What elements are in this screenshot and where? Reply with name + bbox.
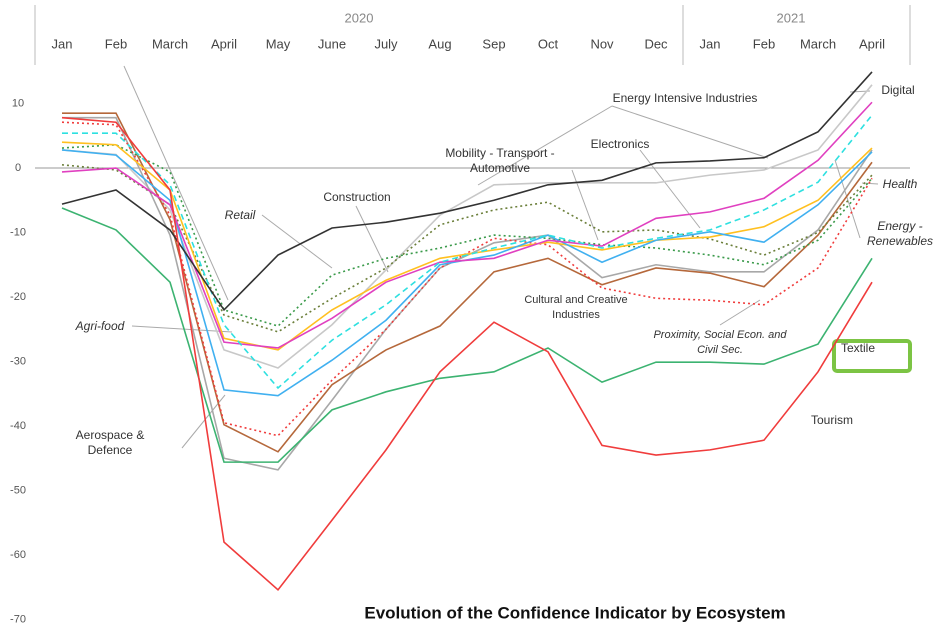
y-tick-label: -50 [10, 484, 26, 496]
annotation: Tourism [810, 413, 853, 427]
x-tick-label: Feb [753, 36, 775, 51]
annotation: Proximity, Social Econ. and Civil Sec. [653, 329, 787, 356]
x-tick-label: Feb [105, 36, 127, 51]
highlight-box [832, 339, 912, 373]
annotation: Agri-food [75, 319, 125, 333]
y-tick-label: -70 [10, 613, 26, 625]
annotation: Cultural and Creative Industries [524, 294, 628, 321]
annotation: Electronics [590, 137, 650, 151]
year-label: 2021 [777, 10, 806, 25]
annotation: Retail [224, 208, 256, 222]
series-line [62, 112, 873, 453]
x-tick-label: Sep [482, 36, 505, 51]
series-line [61, 163, 873, 333]
x-tick-label: June [318, 36, 346, 51]
x-tick-label: Aug [428, 36, 451, 51]
series-line [61, 84, 873, 369]
annotation: Health [882, 177, 918, 191]
y-tick-label: -60 [10, 549, 26, 561]
annotation: Construction [323, 190, 391, 204]
x-tick-label: March [800, 36, 836, 51]
annotation: Mobility - Transport - Automotive [445, 146, 555, 175]
annotation: Aerospace & Defence [75, 428, 145, 457]
series-line [61, 207, 873, 463]
series-line [61, 71, 873, 312]
annotation: Energy Intensive Industries [612, 91, 758, 105]
x-tick-label: Jan [700, 36, 721, 51]
x-tick-label: April [859, 36, 885, 51]
x-tick-label: May [266, 36, 291, 51]
x-tick-label: Jan [52, 36, 73, 51]
y-tick-label: -20 [10, 291, 26, 303]
annotation: Digital [881, 83, 915, 97]
series-line [62, 114, 873, 390]
y-tick-label: -30 [10, 355, 26, 367]
x-tick-label: July [374, 36, 398, 51]
x-tick-label: Nov [590, 36, 614, 51]
y-tick-label: -40 [10, 420, 26, 432]
y-tick-label: 0 [15, 162, 21, 174]
chart-title: Evolution of the Confidence Indicator by… [364, 603, 785, 622]
series-line [61, 141, 873, 351]
x-tick-label: March [152, 36, 188, 51]
x-tick-label: Oct [538, 36, 559, 51]
x-tick-label: April [211, 36, 237, 51]
series-line [61, 121, 873, 437]
y-tick-label: 10 [12, 97, 24, 109]
annotation: Energy - Renewables [866, 219, 934, 248]
series-line [61, 101, 873, 349]
year-label: 2020 [345, 10, 374, 25]
annotation: Textile [840, 341, 875, 355]
x-tick-label: Dec [644, 36, 668, 51]
y-tick-label: -10 [10, 226, 26, 238]
series-line [61, 116, 873, 591]
